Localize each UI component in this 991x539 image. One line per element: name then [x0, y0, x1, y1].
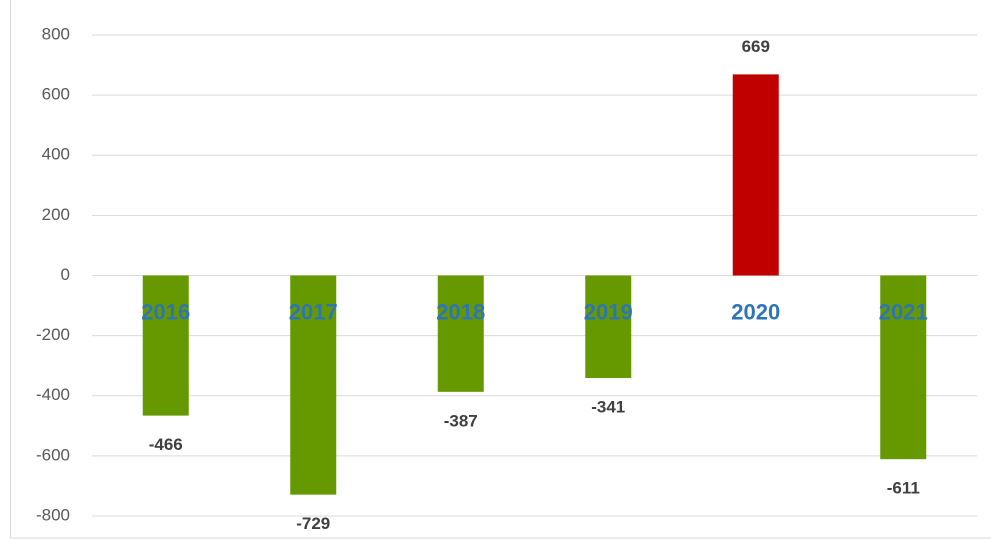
y-tick-label: 600	[42, 85, 70, 104]
y-tick-label: -800	[36, 505, 70, 524]
data-label: -466	[149, 435, 183, 454]
x-tick-label: 2020	[731, 299, 780, 324]
x-tick-label: 2016	[141, 299, 190, 324]
bar	[585, 275, 632, 379]
y-tick-label: -400	[36, 385, 70, 404]
y-tick-label: 200	[42, 205, 70, 224]
data-label: -341	[591, 397, 625, 416]
x-tick-label: 2019	[584, 299, 633, 324]
data-label: -387	[444, 411, 478, 430]
data-label: 669	[742, 37, 770, 56]
y-tick-label: -200	[36, 325, 70, 344]
data-label: -729	[296, 514, 330, 533]
x-tick-label: 2017	[289, 299, 338, 324]
y-tick-label: 400	[42, 145, 70, 164]
x-tick-label: 2018	[436, 299, 485, 324]
bar	[880, 275, 927, 460]
chart-frame	[10, 0, 991, 539]
data-label: -611	[887, 479, 920, 498]
y-tick-label: 800	[42, 24, 70, 43]
y-tick-label: 0	[61, 265, 70, 284]
x-tick-label: 2021	[879, 299, 928, 324]
bar	[142, 275, 189, 416]
bar	[437, 275, 484, 392]
bar	[290, 275, 337, 495]
y-tick-label: -600	[36, 445, 70, 464]
bar	[732, 74, 779, 276]
